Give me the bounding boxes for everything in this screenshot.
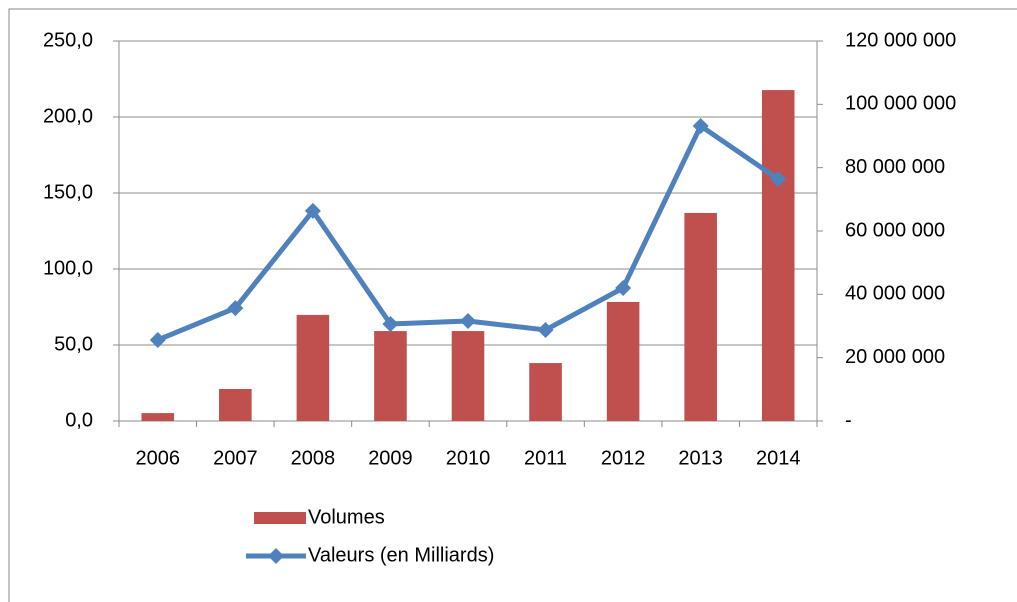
y-tick-label: 200,0	[43, 105, 93, 127]
marker	[227, 300, 244, 317]
bar	[684, 212, 717, 421]
y-tick-label: 0,0	[65, 409, 93, 431]
bar	[529, 363, 562, 421]
x-tick-label: 2012	[601, 447, 646, 469]
x-tick-label: 2014	[756, 447, 801, 469]
y2-tick-label: -	[845, 409, 852, 431]
marker	[149, 331, 166, 348]
legend-swatch	[254, 512, 306, 524]
chart-border	[8, 8, 1017, 602]
bar	[451, 331, 485, 421]
y-tick-label: 150,0	[43, 181, 93, 203]
x-tick-label: 2013	[678, 447, 723, 469]
y2-tick-label: 120 000 000	[845, 29, 956, 51]
marker	[770, 171, 787, 188]
y-tick-label: 50,0	[54, 333, 93, 355]
bar	[606, 301, 640, 421]
x-tick-label: 2011	[524, 447, 567, 469]
bar	[296, 314, 330, 421]
marker	[460, 312, 476, 329]
marker	[692, 117, 709, 134]
x-tick-label: 2010	[446, 447, 491, 469]
legend-label: Valeurs (en Milliards)	[308, 544, 494, 566]
marker	[615, 280, 632, 296]
y2-tick-label: 80 000 000	[845, 156, 945, 178]
y2-tick-label: 20 000 000	[845, 346, 945, 368]
bar	[374, 331, 407, 421]
bar	[219, 389, 252, 421]
bar	[141, 413, 175, 421]
marker	[537, 321, 554, 338]
marker	[382, 316, 399, 333]
y2-tick-label: 40 000 000	[845, 283, 945, 305]
legend-label: Volumes	[308, 506, 385, 528]
x-tick-label: 2009	[368, 447, 413, 469]
marker	[304, 202, 321, 219]
legend-swatch	[268, 548, 284, 564]
y-tick-label: 250,0	[43, 29, 93, 51]
y2-tick-label: 60 000 000	[845, 219, 945, 241]
x-tick-label: 2007	[213, 447, 258, 469]
y2-tick-label: 100 000 000	[845, 93, 956, 115]
y-tick-label: 100,0	[43, 257, 93, 279]
bar	[761, 90, 795, 421]
x-tick-label: 2006	[136, 447, 181, 469]
x-tick-label: 2008	[291, 447, 336, 469]
